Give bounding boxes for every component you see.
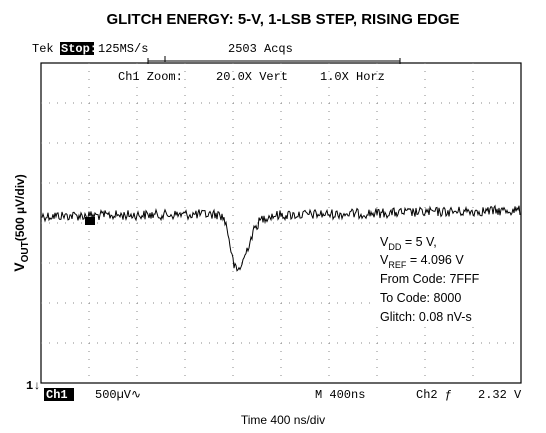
vdd: VDD = 5 V, xyxy=(380,235,437,252)
ch-scale: 500µV∿ xyxy=(95,388,141,402)
y-rest: (500 µV/div) xyxy=(13,174,27,241)
acqs: 2503 Acqs xyxy=(228,42,293,56)
scope-header: Tek Stop: 125MS/s 2503 Acqs xyxy=(32,42,401,64)
y-axis-label: VOUT(500 µV/div) xyxy=(11,174,31,271)
vref-sub: REF xyxy=(388,260,407,270)
timebase: M 400ns xyxy=(315,388,365,402)
channel: Ch1 xyxy=(46,388,68,402)
waveform xyxy=(41,204,521,272)
stop-badge xyxy=(60,42,94,55)
glitch: Glitch: 0.08 nV-s xyxy=(380,310,472,324)
annotation: VDD = 5 V, VREF = 4.096 V From Code: 7FF… xyxy=(376,228,516,326)
y-base: V xyxy=(11,262,27,272)
vdd-sub: DD xyxy=(388,242,401,252)
channel-marker: 1↓ xyxy=(26,379,40,393)
vref-rest: = 4.096 V xyxy=(406,253,464,267)
trigger-level: 2.32 V xyxy=(478,388,522,402)
zoom-vert: 20.0X Vert xyxy=(216,70,288,84)
title: GLITCH ENERGY: 5-V, 1-LSB STEP, RISING E… xyxy=(106,11,459,28)
vdd-base: V xyxy=(380,235,389,249)
graticule xyxy=(41,63,521,383)
vref-base: V xyxy=(380,253,389,267)
record-bar xyxy=(147,56,401,64)
vref: VREF = 4.096 V xyxy=(380,253,464,270)
zoom-horz: 1.0X Horz xyxy=(320,70,385,84)
scope-footer: 1↓ Ch1 500µV∿ M 400ns Ch2 ƒ 2.32 V xyxy=(26,379,522,402)
annotation-bg xyxy=(376,228,516,326)
vdd-rest: = 5 V, xyxy=(401,235,436,249)
zoom-label: Ch1 Zoom: xyxy=(118,70,183,84)
trigger-marker xyxy=(85,217,95,225)
from-code: From Code: 7FFF xyxy=(380,272,480,286)
brand: Tek xyxy=(32,42,54,56)
trigger: Ch2 ƒ xyxy=(416,388,452,402)
rate: 125MS/s xyxy=(98,42,148,56)
x-axis-label: Time 400 ns/div xyxy=(241,413,325,427)
to-code: To Code: 8000 xyxy=(380,291,461,305)
ch1-badge xyxy=(44,388,74,401)
y-sub: OUT xyxy=(20,241,31,262)
state: Stop: xyxy=(61,42,97,56)
